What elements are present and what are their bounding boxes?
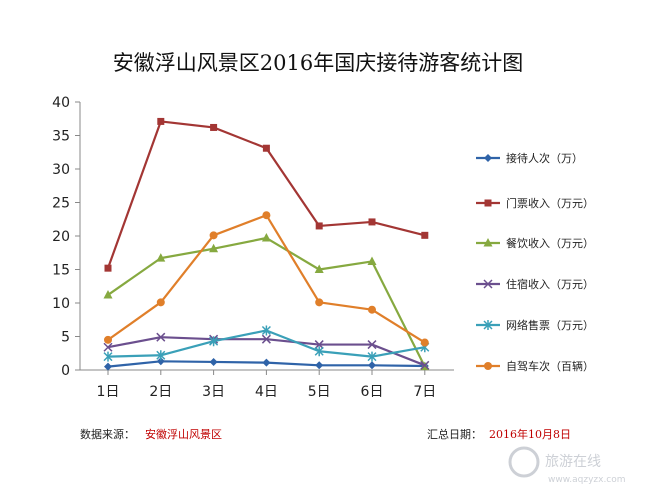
date-value: 2016年10月8日: [489, 427, 571, 441]
data-point: [421, 231, 429, 239]
data-point: [104, 362, 112, 371]
data-point: [104, 264, 112, 272]
legend: 接待人次（万） 门票收入（万元） 餐饮收入（万元） 住宿收入（万元） 网络售票（万元） 自…: [476, 151, 594, 373]
x-tick-label: 5日: [308, 384, 331, 400]
data-point: [104, 335, 112, 344]
legend-item: 自驾车次（百辆）: [476, 359, 594, 373]
watermark-url: www.aqzyzx.com: [548, 475, 626, 485]
x-tick-label: 6日: [361, 384, 384, 400]
data-point: [156, 332, 166, 342]
data-point: [209, 357, 218, 366]
data-point: [261, 325, 271, 336]
legend-item: 门票收入（万元）: [476, 196, 594, 210]
x-tick-label: 2日: [149, 384, 172, 400]
legend-marker: [483, 238, 493, 247]
chart-title: 安徽浮山风景区2016年国庆接待游客统计图: [113, 51, 523, 75]
series-3: [103, 233, 430, 371]
data-point: [157, 117, 165, 125]
legend-label: 门票收入（万元）: [506, 196, 594, 210]
series-group: [103, 117, 430, 371]
watermark-cn-text: 旅游在线: [545, 454, 601, 470]
data-point: [103, 289, 113, 299]
series-5: [103, 325, 430, 362]
series-6: [104, 211, 429, 347]
data-point: [210, 123, 218, 131]
source-value: 安徽浮山风景区: [145, 427, 222, 441]
legend-marker: [484, 154, 492, 162]
legend-label: 接待人次（万）: [506, 151, 583, 165]
data-point: [209, 231, 218, 240]
data-point: [367, 256, 377, 265]
data-point: [156, 298, 165, 307]
data-point: [156, 357, 165, 366]
watermark-logo-icon: [508, 446, 540, 478]
legend-item: 接待人次（万）: [476, 151, 583, 165]
data-point: [314, 340, 324, 350]
data-point: [209, 243, 219, 253]
x-tick-label: 3日: [202, 384, 225, 400]
footer: 数据来源： 安徽浮山风景区 汇总日期： 2016年10月8日: [80, 427, 571, 441]
data-point: [103, 351, 113, 362]
data-point: [420, 338, 429, 347]
y-tick-label: 0: [61, 363, 70, 379]
date-label: 汇总日期：: [427, 427, 482, 441]
data-point: [315, 298, 324, 307]
legend-label: 住宿收入（万元）: [506, 277, 594, 291]
data-point: [156, 253, 166, 262]
data-point: [262, 144, 270, 152]
data-point: [315, 222, 323, 230]
x-tick-label: 4日: [255, 384, 278, 400]
x-tick-group: 1日 2日 3日 4日 5日 6日 7日: [97, 370, 436, 400]
legend-item: 餐饮收入（万元）: [476, 236, 594, 250]
data-point: [315, 361, 324, 370]
legend-label: 网络售票（万元）: [506, 318, 594, 332]
data-point: [368, 361, 376, 370]
data-point: [367, 340, 377, 350]
legend-label: 餐饮收入（万元）: [506, 236, 594, 250]
y-tick-label: 5: [61, 330, 70, 346]
series-line: [106, 120, 426, 269]
legend-marker: [484, 362, 492, 370]
source-label: 数据来源：: [80, 427, 135, 441]
legend-item: 网络售票（万元）: [476, 318, 594, 332]
x-tick-label: 7日: [413, 384, 436, 400]
legend-label: 自驾车次（百辆）: [506, 359, 594, 373]
data-point: [314, 346, 324, 357]
data-point: [262, 211, 271, 220]
data-point: [103, 342, 113, 352]
y-tick-label: 40: [52, 95, 70, 111]
legend-marker: [483, 320, 493, 330]
y-tick-label: 30: [52, 162, 70, 178]
data-point: [261, 334, 271, 344]
y-tick-group: 0 5 10 15 20 25 30 35 40: [52, 95, 80, 379]
data-point: [156, 350, 166, 361]
series-4: [103, 332, 430, 370]
legend-marker: [483, 279, 493, 289]
data-point: [368, 305, 376, 314]
y-tick-label: 20: [52, 229, 70, 245]
data-point: [314, 264, 324, 273]
y-tick-label: 10: [52, 296, 70, 312]
data-point: [368, 218, 376, 226]
series-1: [104, 357, 429, 371]
legend-item: 住宿收入（万元）: [476, 277, 594, 291]
legend-marker: [484, 199, 492, 207]
watermark: 旅游在线 www.aqzyzx.com: [508, 446, 626, 485]
data-point: [367, 351, 377, 362]
y-tick-label: 25: [52, 196, 70, 212]
x-tick-label: 1日: [97, 384, 120, 400]
data-point: [262, 358, 271, 367]
y-tick-label: 35: [52, 129, 70, 145]
data-point: [261, 233, 271, 242]
series-2: [104, 117, 429, 272]
y-tick-label: 15: [52, 263, 70, 279]
data-point: [209, 336, 219, 347]
data-point: [420, 360, 430, 370]
